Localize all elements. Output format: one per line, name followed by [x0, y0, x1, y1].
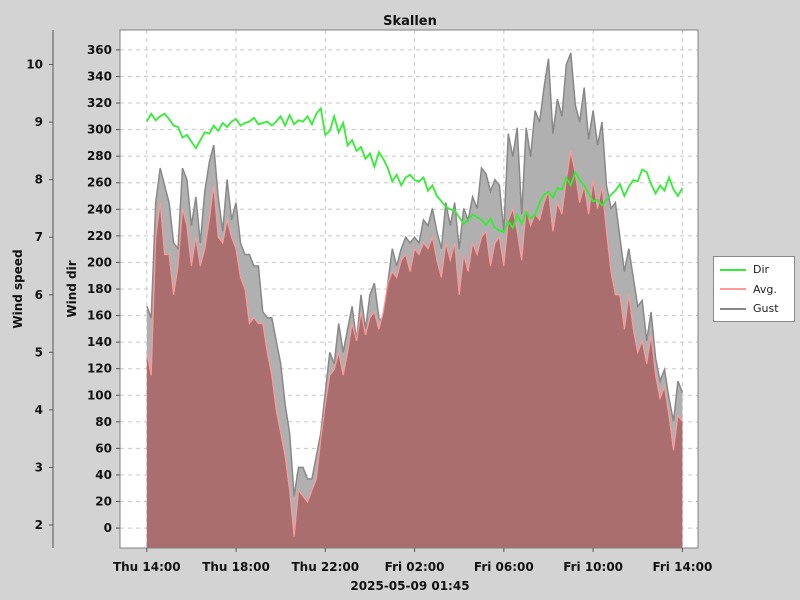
dir-tick-label: 300	[87, 123, 112, 137]
dir-tick-label: 240	[87, 202, 112, 216]
speed-tick-label: 9	[35, 115, 43, 129]
speed-axis-label: Wind speed	[11, 249, 25, 328]
speed-tick-label: 10	[26, 58, 43, 72]
avg-area-fill	[146, 150, 683, 548]
speed-tick-label: 2	[35, 518, 43, 532]
time-tick-label: Thu 18:00	[202, 560, 270, 574]
dir-tick-label: 60	[95, 441, 112, 455]
time-tick-label: Thu 22:00	[291, 560, 359, 574]
dir-axis: 0 20 40 60 80 100 120 140 160 180 200 220 240 260 280 3…	[87, 43, 120, 535]
legend-item-avg: Avg.	[720, 280, 794, 300]
dir-series-line	[146, 106, 684, 233]
gust-line	[146, 52, 684, 497]
dir-tick-label: 20	[95, 495, 112, 509]
speed-axis: 2 3 4 5 6 7 8 9 10	[26, 58, 53, 532]
dir-tick-label: 0	[104, 521, 112, 535]
dir-axis-label: Wind dir	[65, 260, 79, 317]
legend-swatch-gust	[720, 307, 746, 310]
legend-item-dir: Dir	[720, 260, 794, 280]
speed-tick-label: 4	[35, 403, 43, 417]
dir-tick-label: 80	[95, 415, 112, 429]
speed-tick-label: 6	[35, 288, 43, 302]
avg-line	[146, 150, 683, 537]
time-axis: Thu 14:00 Thu 18:00 Thu 22:00 Fri 02:00 Fri …	[113, 548, 712, 574]
legend-swatch-avg	[720, 288, 746, 291]
dir-tick-label: 200	[87, 255, 112, 269]
legend: Dir Avg. Gust	[713, 256, 795, 322]
speed-tick-label: 3	[35, 460, 43, 474]
dir-tick-label: 260	[87, 176, 112, 190]
speed-tick-label: 7	[35, 230, 43, 244]
chart-subtitle: 2025-05-09 01:45	[350, 579, 469, 593]
time-tick-label: Fri 14:00	[652, 560, 712, 574]
dir-tick-label: 40	[95, 468, 112, 482]
legend-label-avg: Avg.	[753, 282, 777, 296]
time-tick-label: Fri 02:00	[385, 560, 445, 574]
chart-title: Skallen	[383, 14, 437, 29]
dir-line	[146, 106, 684, 233]
legend-label-dir: Dir	[753, 263, 770, 277]
speed-tick-label: 8	[35, 173, 43, 187]
dir-tick-label: 220	[87, 229, 112, 243]
dir-tick-label: 320	[87, 96, 112, 110]
legend-item-gust: Gust	[720, 299, 794, 319]
dir-tick-label: 180	[87, 282, 112, 296]
legend-swatch-dir	[720, 268, 746, 271]
dir-tick-label: 160	[87, 309, 112, 323]
legend-label-gust: Gust	[753, 302, 779, 316]
time-tick-label: Fri 06:00	[474, 560, 534, 574]
dir-tick-label: 280	[87, 149, 112, 163]
time-tick-label: Thu 14:00	[113, 560, 181, 574]
dir-tick-label: 100	[87, 388, 112, 402]
avg-area	[146, 150, 683, 548]
dir-tick-label: 140	[87, 335, 112, 349]
dir-tick-label: 360	[87, 43, 112, 57]
dir-tick-label: 340	[87, 69, 112, 83]
dir-tick-label: 120	[87, 362, 112, 376]
time-tick-label: Fri 10:00	[563, 560, 623, 574]
speed-tick-label: 5	[35, 345, 43, 359]
